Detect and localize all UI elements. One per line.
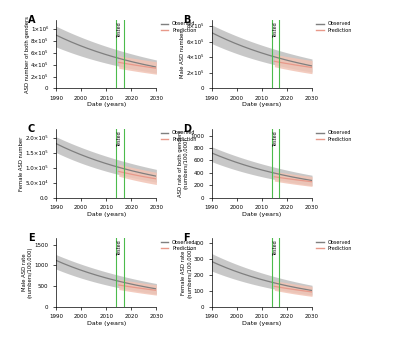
Y-axis label: ASD rate of both genders
(numbers/100,000): ASD rate of both genders (numbers/100,00… — [178, 130, 188, 197]
Text: E: E — [28, 233, 34, 243]
Legend: Observed, Prediction: Observed, Prediction — [161, 21, 196, 33]
Text: A: A — [28, 15, 35, 25]
X-axis label: Date (years): Date (years) — [242, 212, 282, 217]
Text: F: F — [184, 233, 190, 243]
Legend: Observed, Prediction: Observed, Prediction — [161, 240, 196, 251]
X-axis label: Date (years): Date (years) — [242, 102, 282, 108]
Y-axis label: ASD number of both genders: ASD number of both genders — [24, 16, 30, 93]
X-axis label: Date (years): Date (years) — [242, 321, 282, 326]
Y-axis label: Female ASD number: Female ASD number — [19, 136, 24, 191]
Text: B: B — [184, 15, 191, 25]
Legend: Observed, Prediction: Observed, Prediction — [316, 240, 352, 251]
X-axis label: Date (years): Date (years) — [86, 321, 126, 326]
Text: Tested: Tested — [273, 131, 278, 147]
Text: Tested: Tested — [118, 241, 122, 256]
Legend: Observed, Prediction: Observed, Prediction — [316, 130, 352, 142]
Y-axis label: Male ASD rate
(numbers/100,000): Male ASD rate (numbers/100,000) — [22, 247, 33, 298]
Text: Tested: Tested — [118, 22, 122, 38]
Text: D: D — [184, 124, 192, 134]
Text: Tested: Tested — [118, 131, 122, 147]
X-axis label: Date (years): Date (years) — [86, 212, 126, 217]
Text: Tested: Tested — [273, 22, 278, 38]
Text: Tested: Tested — [273, 241, 278, 256]
Y-axis label: Male ASD number: Male ASD number — [180, 31, 185, 78]
Text: C: C — [28, 124, 35, 134]
Legend: Observed, Prediction: Observed, Prediction — [161, 130, 196, 142]
Y-axis label: Female ASD rate
(numbers/100,000): Female ASD rate (numbers/100,000) — [181, 247, 192, 298]
Legend: Observed, Prediction: Observed, Prediction — [316, 21, 352, 33]
X-axis label: Date (years): Date (years) — [86, 102, 126, 108]
